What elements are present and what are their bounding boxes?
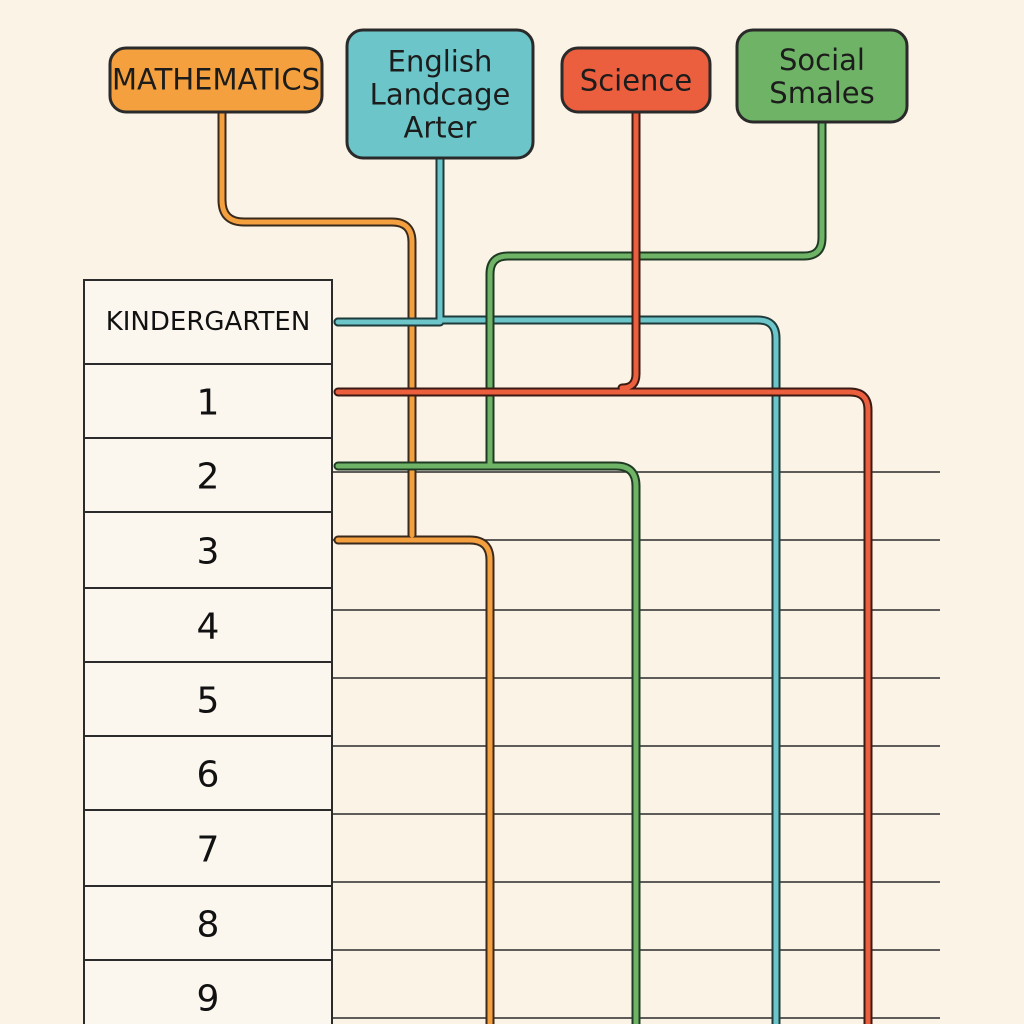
grade-5: 5	[197, 681, 220, 722]
grade-3: 3	[197, 532, 220, 573]
english-language-arts-connector	[333, 153, 781, 1024]
subject-box-science-shape	[560, 46, 712, 114]
science-connector-line	[335, 109, 871, 1024]
english-language-arts-connector-outline	[333, 153, 781, 1024]
grade-kindergarten: KINDERGARTEN	[106, 307, 311, 337]
grade-6: 6	[197, 755, 220, 796]
grade-4: 4	[197, 607, 220, 648]
subject-label-social: Social	[779, 43, 865, 77]
subject-label-science: Science	[580, 63, 692, 97]
subject-box-social-shape	[735, 28, 909, 124]
subject-label-math: MATHEMATICS	[112, 63, 320, 97]
grade-7: 7	[197, 830, 220, 871]
grade-9: 9	[197, 979, 220, 1020]
grade-column: KINDERGARTEN 1 2 3 4 5 6 7 8 9	[83, 279, 333, 1024]
connectors	[217, 107, 873, 1024]
grade-8: 8	[197, 905, 220, 946]
grade-column-frame	[83, 279, 333, 1024]
grade-2: 2	[197, 457, 220, 498]
subject-label-ela: Arter	[404, 110, 477, 144]
science-connector-outline	[333, 107, 873, 1024]
subject-box-science: Science	[560, 46, 712, 114]
subject-label-ela: English	[388, 44, 493, 78]
science-connector	[333, 107, 873, 1024]
subject-box-ela-shape	[345, 28, 535, 160]
social-studies-connector-line	[335, 119, 825, 1024]
subject-box-math-shape	[108, 46, 324, 114]
subject-label-ela: Landcage	[370, 77, 511, 111]
english-language-arts-connector-line	[335, 155, 779, 1024]
subject-label-social: Smales	[769, 76, 874, 110]
social-studies-connector	[333, 117, 827, 1024]
grade-1: 1	[197, 383, 220, 424]
subject-box-math: MATHEMATICS	[108, 46, 324, 114]
